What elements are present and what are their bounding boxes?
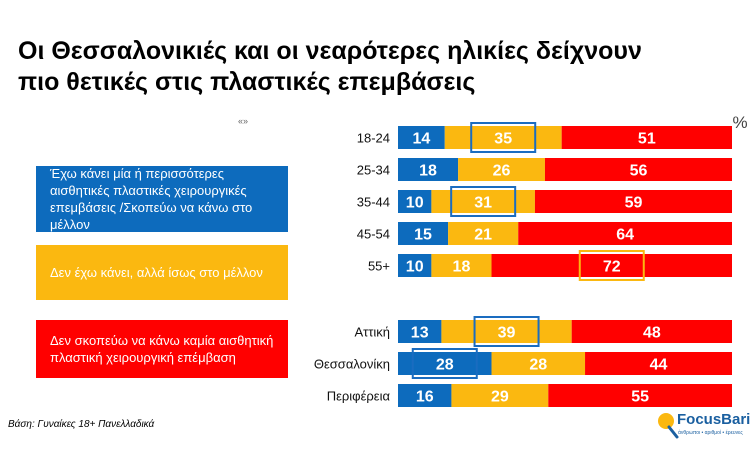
bar-segment [491, 254, 732, 277]
bar-segment [585, 352, 732, 375]
quote-mark: «» [238, 116, 249, 126]
category-label: Αττική [354, 325, 390, 340]
logo-tagline: άνθρωποι • αριθμοί • έρευνες [678, 430, 743, 436]
category-label: 55+ [368, 259, 390, 274]
value-label: 44 [650, 357, 668, 374]
bar-segment [398, 190, 432, 213]
category-label: Περιφέρεια [327, 389, 391, 404]
value-label: 15 [414, 227, 432, 244]
stacked-bar-chart: % 18-24 14 35 51 25-34 18 26 56 35-44 10 31 59 45-54 1… [314, 113, 748, 407]
value-label: 48 [643, 325, 661, 342]
value-label: 35 [494, 131, 512, 148]
highlight-frame [473, 316, 540, 347]
bar-segment [571, 320, 732, 343]
value-label: 72 [603, 259, 621, 276]
bar-segment [431, 254, 492, 277]
legend-label: Έχω κάνει μία ή περισσότερες αισθητικές … [50, 166, 253, 232]
bar-segment [561, 126, 732, 149]
highlight-frame [578, 250, 645, 281]
value-label: 51 [638, 131, 656, 148]
bar-segment [398, 158, 459, 181]
value-label: 18 [453, 259, 471, 276]
legend-item-maybe-future: Δεν έχω κάνει, αλλά ίσως στο μέλλον [36, 245, 288, 300]
title-line-1: Οι Θεσσαλονικιές και οι νεαρότερες ηλικί… [18, 37, 642, 65]
focusbari-logo: FocusBari άνθρωποι • αριθμοί • έρευνες [655, 408, 750, 448]
bar-segment [398, 320, 442, 343]
page-title: Οι Θεσσαλονικιές και οι νεαρότερες ηλικί… [18, 36, 738, 98]
value-label: 64 [616, 227, 634, 244]
value-label: 21 [474, 227, 492, 244]
highlight-frame [450, 186, 517, 217]
bar-segment [398, 126, 445, 149]
legend-label: Δεν σκοπεύω να κάνω καμία αισθητική πλασ… [50, 333, 274, 365]
base-note: Βάση: Γυναίκες 18+ Πανελλαδικά [8, 419, 155, 430]
percent-unit-label: % [732, 113, 747, 132]
legend-item-have-done: Έχω κάνει μία ή περισσότερες αισθητικές … [36, 166, 288, 232]
category-label: 35-44 [357, 195, 390, 210]
bar-segment [398, 222, 449, 245]
bar-segment [534, 190, 732, 213]
bar-segment [431, 190, 535, 213]
bar-segment [458, 158, 545, 181]
bar-segment [451, 384, 549, 407]
group-gap [398, 282, 732, 318]
category-label: 18-24 [357, 131, 390, 146]
bar-segment [548, 384, 732, 407]
category-label: 45-54 [357, 227, 390, 242]
value-label: 10 [406, 195, 424, 212]
value-label: 28 [436, 357, 454, 374]
bar-segment [491, 352, 586, 375]
value-label: 55 [631, 389, 649, 406]
value-label: 18 [419, 163, 437, 180]
bar-segment [398, 352, 492, 375]
bar-segment [518, 222, 732, 245]
bar-segment [398, 254, 432, 277]
bar-segment [544, 158, 732, 181]
value-label: 10 [406, 259, 424, 276]
highlight-frame [411, 348, 478, 379]
title-line-2: πιο θετικές στις πλαστικές επεμβάσεις [18, 68, 476, 96]
category-label: Θεσσαλονίκη [314, 357, 390, 372]
bar-segment [398, 384, 452, 407]
value-label: 56 [630, 163, 648, 180]
highlight-frame [470, 122, 537, 153]
category-label: 25-34 [357, 163, 390, 178]
value-label: 14 [412, 131, 430, 148]
value-label: 29 [491, 389, 509, 406]
value-label: 26 [493, 163, 511, 180]
value-label: 16 [416, 389, 434, 406]
value-label: 28 [529, 357, 547, 374]
value-label: 31 [474, 195, 492, 212]
value-label: 13 [411, 325, 429, 342]
value-label: 59 [625, 195, 643, 212]
logo-text: FocusBari [677, 411, 750, 428]
bar-segment [448, 222, 519, 245]
legend-item-no-plan: Δεν σκοπεύω να κάνω καμία αισθητική πλασ… [36, 320, 288, 378]
value-label: 39 [498, 325, 516, 342]
logo-mark-icon [658, 413, 679, 439]
legend-label: Δεν έχω κάνει, αλλά ίσως στο μέλλον [50, 265, 263, 280]
bar-segment [444, 126, 562, 149]
